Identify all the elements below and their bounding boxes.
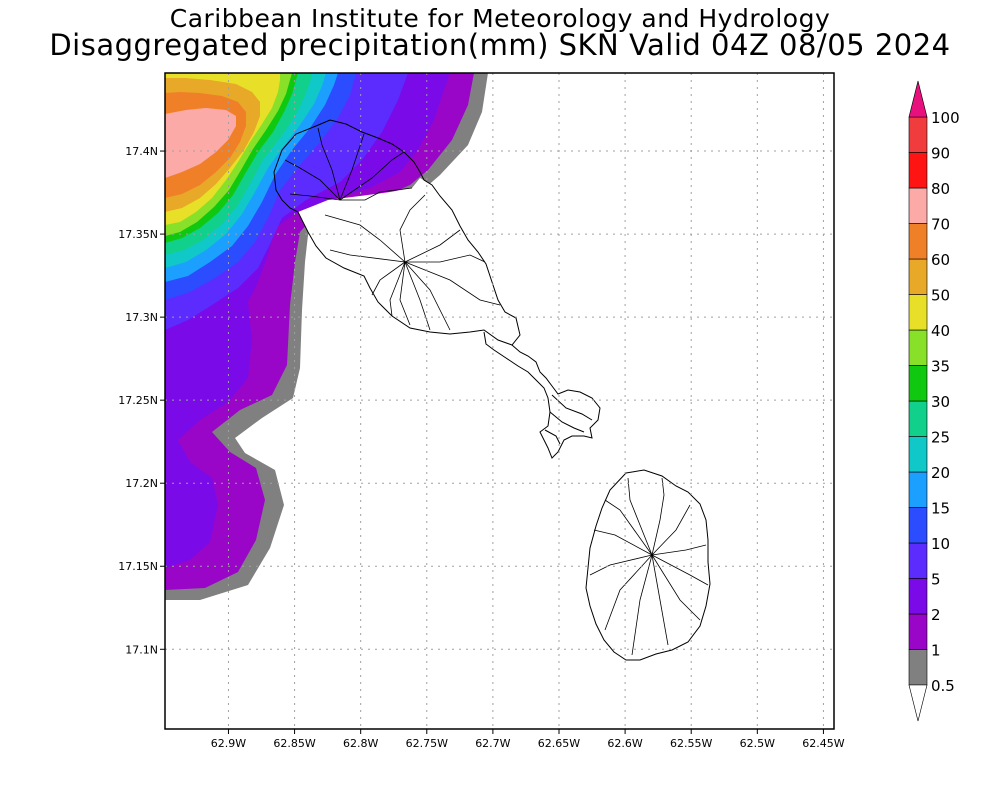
legend-label: 2 — [931, 606, 941, 624]
legend-label: 1 — [931, 642, 941, 660]
legend-swatch — [908, 329, 928, 366]
legend-label: 90 — [931, 145, 950, 163]
lon-tick-label: 62.75W — [406, 737, 448, 750]
legend-swatch — [908, 258, 928, 295]
legend-label: 5 — [931, 571, 941, 589]
lat-tick-label: 17.1N — [125, 643, 158, 656]
legend-label: 0.5 — [931, 677, 955, 695]
title-line-1: Caribbean Institute for Meteorology and … — [169, 4, 831, 33]
map-frame — [164, 72, 835, 730]
legend-label: 30 — [931, 393, 950, 411]
st-kitts-peninsula — [483, 331, 601, 459]
legend-label: 70 — [931, 216, 950, 234]
legend-swatch — [908, 152, 928, 189]
legend-label: 80 — [931, 180, 950, 198]
legend-label: 20 — [931, 464, 950, 482]
lat-tick-label: 17.25N — [118, 394, 158, 407]
lat-tick-label: 17.15N — [118, 560, 158, 573]
legend-swatch — [908, 649, 928, 686]
legend-label: 60 — [931, 251, 950, 269]
nevis-island — [585, 469, 711, 661]
legend-arrow-bottom — [908, 684, 928, 722]
legend-swatch — [908, 294, 928, 331]
legend-label: 40 — [931, 322, 950, 340]
st-kitts-drainage — [284, 127, 501, 331]
lat-tick-label: 17.4N — [125, 145, 158, 158]
legend-label: 10 — [931, 535, 950, 553]
title-line-2: Disaggregated precipitation(mm) SKN Vali… — [49, 28, 951, 62]
longitude-axis: 62.9W 62.85W 62.8W 62.75W 62.7W 62.65W 62.6W 62… — [211, 729, 845, 750]
lon-tick-label: 62.9W — [211, 737, 246, 750]
legend-swatch — [908, 223, 928, 260]
st-kitts-north-land — [273, 119, 521, 346]
nevis-coast — [585, 469, 711, 661]
legend-label: 25 — [931, 429, 950, 447]
lon-tick-label: 62.6W — [607, 737, 642, 750]
st-kitts-island — [273, 119, 521, 346]
legend-swatch — [908, 613, 928, 650]
legend-arrow-top — [908, 80, 928, 118]
legend-swatch — [908, 436, 928, 473]
lat-tick-label: 17.35N — [118, 228, 158, 241]
legend-label: 15 — [931, 500, 950, 518]
lat-tick-label: 17.3N — [125, 311, 158, 324]
lat-tick-label: 17.2N — [125, 477, 158, 490]
st-kitts-land — [298, 178, 520, 345]
lon-tick-label: 62.45W — [802, 737, 844, 750]
legend-swatch — [908, 578, 928, 615]
legend-label: 50 — [931, 287, 950, 305]
precip-shading — [165, 73, 488, 600]
legend-label: 100 — [931, 109, 960, 127]
legend-swatch — [908, 116, 928, 153]
lon-tick-label: 62.85W — [273, 737, 315, 750]
lon-tick-label: 62.65W — [538, 737, 580, 750]
legend-swatch — [908, 507, 928, 544]
lon-tick-label: 62.8W — [343, 737, 378, 750]
map-gridlines — [165, 73, 834, 729]
lon-tick-label: 62.5W — [740, 737, 775, 750]
legend-swatch — [908, 471, 928, 508]
lon-tick-label: 62.7W — [475, 737, 510, 750]
legend-swatch — [908, 187, 928, 224]
lon-tick-label: 62.55W — [670, 737, 712, 750]
legend-swatch — [908, 400, 928, 437]
legend-swatch — [908, 542, 928, 579]
legend-label: 35 — [931, 358, 950, 376]
precip-band-80mm — [165, 108, 236, 178]
latitude-axis: 17.4N 17.35N 17.3N 17.25N 17.2N 17.15N 17.1N — [118, 145, 165, 656]
legend-swatch — [908, 365, 928, 402]
